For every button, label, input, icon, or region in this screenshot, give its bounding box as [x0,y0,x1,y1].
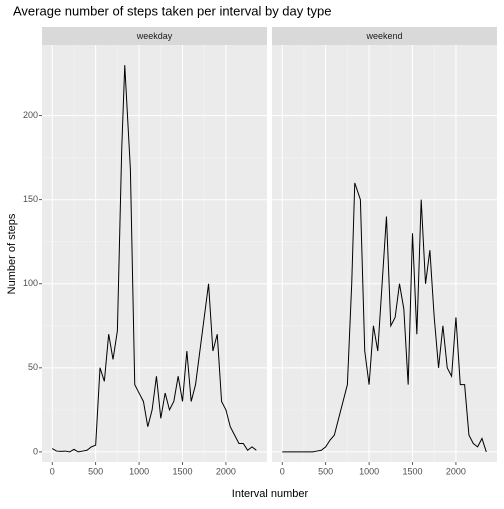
x-tick-label: 1000 [129,466,149,476]
panel [42,45,267,462]
y-tick-label: 200 [23,110,38,120]
strip-label: weekend [365,31,402,41]
strip-label: weekday [136,31,173,41]
y-tick-label: 150 [23,194,38,204]
x-tick-label: 2000 [446,466,466,476]
strip [272,27,497,45]
x-tick-label: 500 [88,466,103,476]
x-tick-label: 1500 [172,466,192,476]
data-line [282,182,487,453]
x-tick-label: 500 [318,466,333,476]
x-tick-label: 0 [280,466,285,476]
x-tick-label: 1000 [359,466,379,476]
x-tick-label: 1500 [402,466,422,476]
strip [42,27,267,45]
y-axis-label: Number of steps [6,213,18,294]
y-tick-label: 50 [28,362,38,372]
data-line [51,65,257,453]
x-tick-label: 0 [50,466,55,476]
y-tick-label: 100 [23,278,38,288]
chart-title: Average number of steps taken per interv… [13,3,331,18]
x-tick-label: 2000 [216,466,236,476]
x-axis-label: Interval number [232,488,309,500]
y-tick-label: 0 [33,446,38,456]
